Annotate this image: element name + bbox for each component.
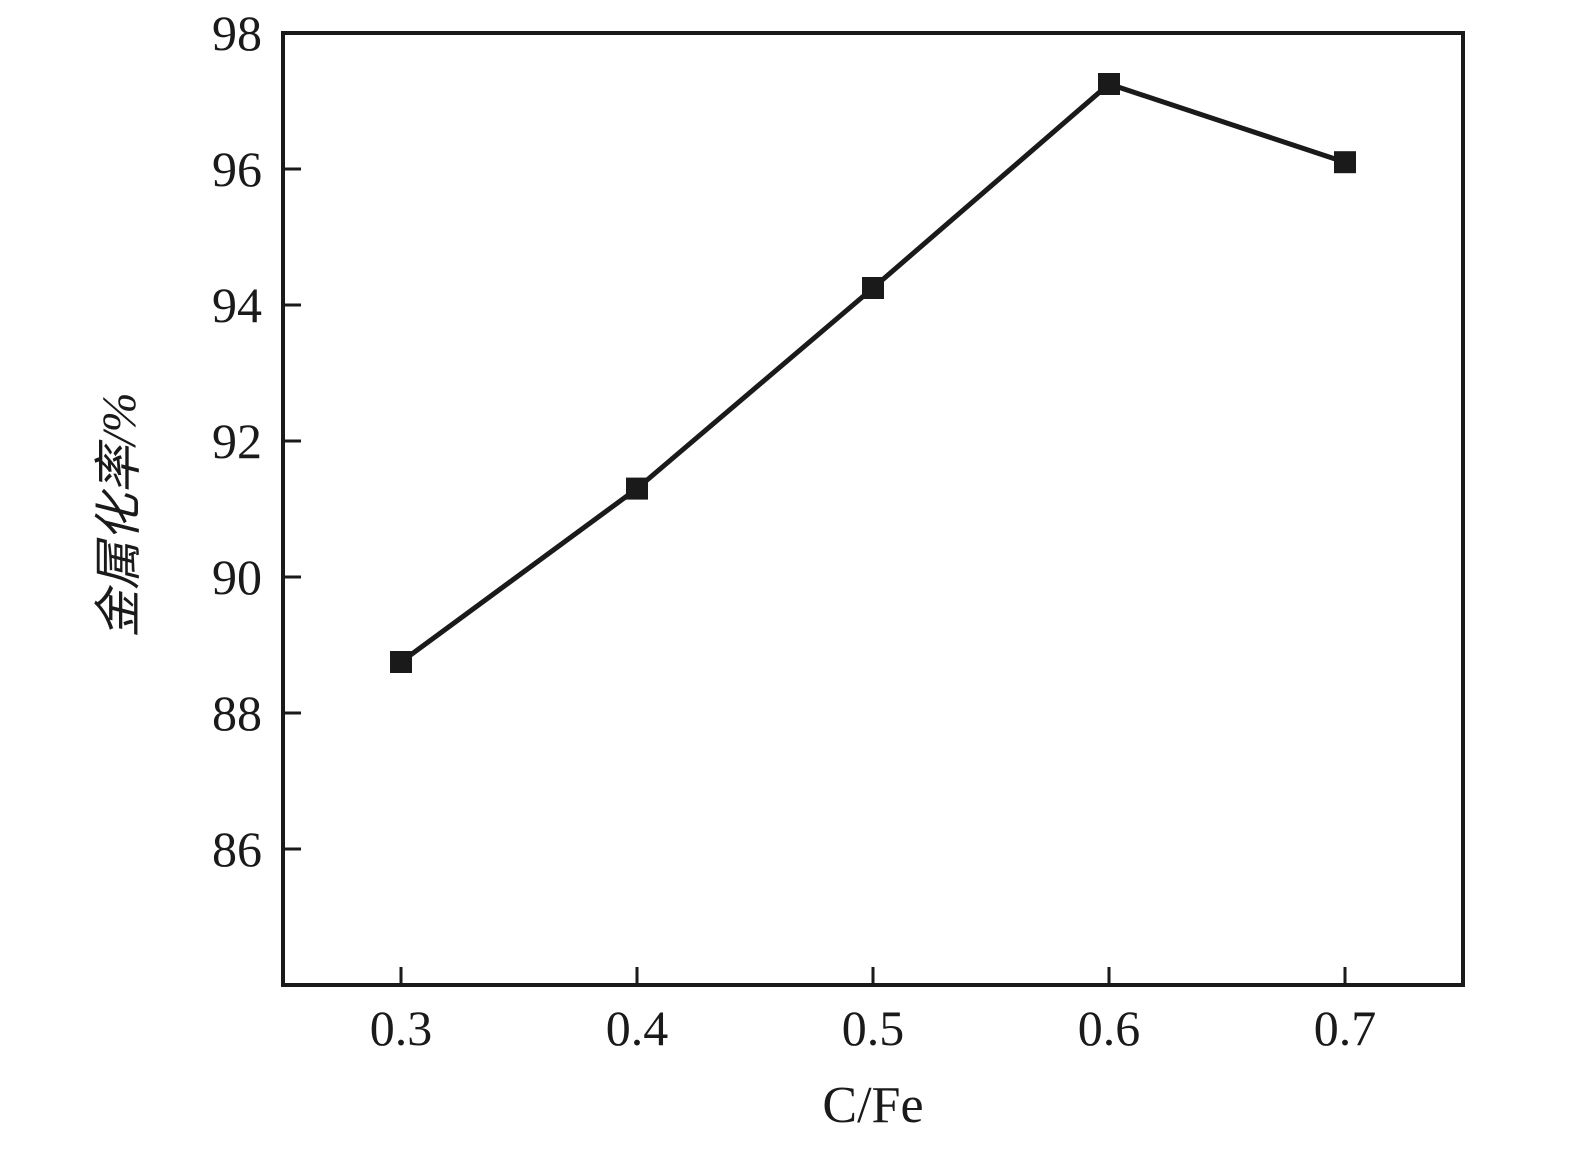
y-tick-label: 96: [212, 141, 262, 197]
y-tick-label: 86: [212, 821, 262, 877]
plot-frame: [281, 31, 1465, 987]
series-line: [399, 81, 1346, 665]
line-series: [390, 73, 1356, 673]
y-axis-label: 金属化率/%: [93, 392, 146, 637]
x-tick-label: 0.3: [370, 1000, 433, 1056]
y-tick-label: 98: [212, 5, 262, 61]
data-point-marker: [862, 277, 884, 299]
y-tick-label: 90: [212, 549, 262, 605]
data-point-marker: [626, 477, 648, 500]
data-point-marker: [1334, 151, 1356, 174]
y-tick-label: 92: [212, 413, 262, 469]
x-tick-label: 0.6: [1078, 1000, 1141, 1056]
x-axis-label: C/Fe: [822, 1077, 923, 1134]
y-tick-label: 88: [212, 685, 262, 741]
x-tick-label: 0.5: [842, 1000, 905, 1056]
y-tick-label: 94: [212, 277, 262, 333]
data-point-marker: [1098, 73, 1120, 95]
data-point-marker: [390, 651, 412, 673]
axes-layer: 86 88 90 92 94 96 98 0.3 0.4 0.5 0.6 0.7: [212, 5, 1465, 1056]
x-tick-label: 0.7: [1314, 1000, 1377, 1056]
x-tick-label: 0.4: [606, 1000, 669, 1056]
